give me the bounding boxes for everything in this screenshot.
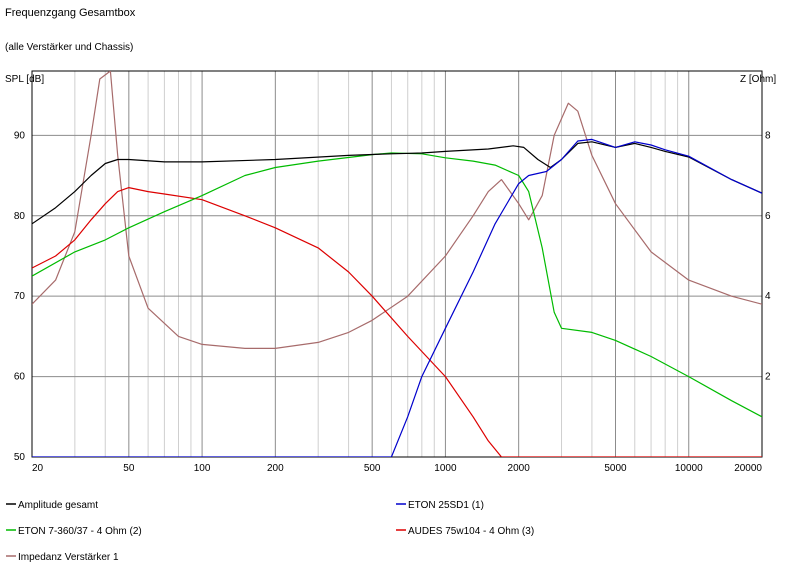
x-tick-label: 20: [32, 463, 44, 474]
series-line-2: [32, 138, 762, 457]
x-tick-label: 200: [267, 463, 284, 474]
y-tick-label-left: 90: [14, 130, 26, 141]
chart-subtitle: (alle Verstärker und Chassis): [5, 42, 133, 53]
y-axis-label-left: SPL [dB]: [5, 74, 44, 85]
y-tick-label-left: 50: [14, 452, 26, 463]
legend-label: ETON 7-360/37 - 4 Ohm (2): [18, 526, 142, 537]
x-tick-label: 50: [123, 463, 135, 474]
series-line-5: [32, 71, 762, 349]
x-tick-label: 5000: [604, 463, 627, 474]
y-axis-label-right: Z [Ohm]: [740, 74, 776, 85]
x-tick-label: 100: [194, 463, 211, 474]
chart-title: Frequenzgang Gesamtbox: [5, 7, 136, 19]
legend: Amplitude gesamt ETON 25SD1 (1) ETON 7-360…: [6, 500, 534, 563]
x-tick-label: 500: [364, 463, 381, 474]
y-tick-label-right: 4: [765, 291, 771, 302]
x-tick-label: 10000: [675, 463, 703, 474]
tick-labels: 20 50 100 200 500 1000 2000 5000 10000 20000 50 60 7…: [14, 130, 771, 474]
series-line-4: [32, 187, 762, 457]
grid-lines: [32, 71, 762, 458]
x-tick-label: 2000: [508, 463, 531, 474]
legend-label: Impedanz Verstärker 1: [18, 552, 119, 563]
plot-frame: [31, 70, 763, 458]
legend-label: AUDES 75w104 - 4 Ohm (3): [408, 526, 534, 537]
legend-label: ETON 25SD1 (1): [408, 500, 484, 511]
x-tick-label: 20000: [734, 463, 762, 474]
legend-item: ETON 7-360/37 - 4 Ohm (2): [6, 526, 142, 537]
y-tick-label-right: 8: [765, 130, 771, 141]
legend-item: ETON 25SD1 (1): [396, 500, 484, 511]
legend-item: Amplitude gesamt: [6, 500, 98, 511]
y-tick-label-left: 70: [14, 291, 26, 302]
y-tick-label-right: 6: [765, 211, 771, 222]
legend-item: AUDES 75w104 - 4 Ohm (3): [396, 526, 534, 537]
series-line-3: [32, 152, 762, 418]
series-lines: [32, 71, 762, 457]
x-tick-label: 1000: [434, 463, 457, 474]
y-tick-label-left: 60: [14, 372, 26, 383]
legend-item: Impedanz Verstärker 1: [6, 552, 119, 563]
legend-label: Amplitude gesamt: [18, 500, 98, 511]
y-tick-label-right: 2: [765, 372, 771, 383]
series-line-1: [32, 141, 762, 225]
y-tick-label-left: 80: [14, 211, 26, 222]
